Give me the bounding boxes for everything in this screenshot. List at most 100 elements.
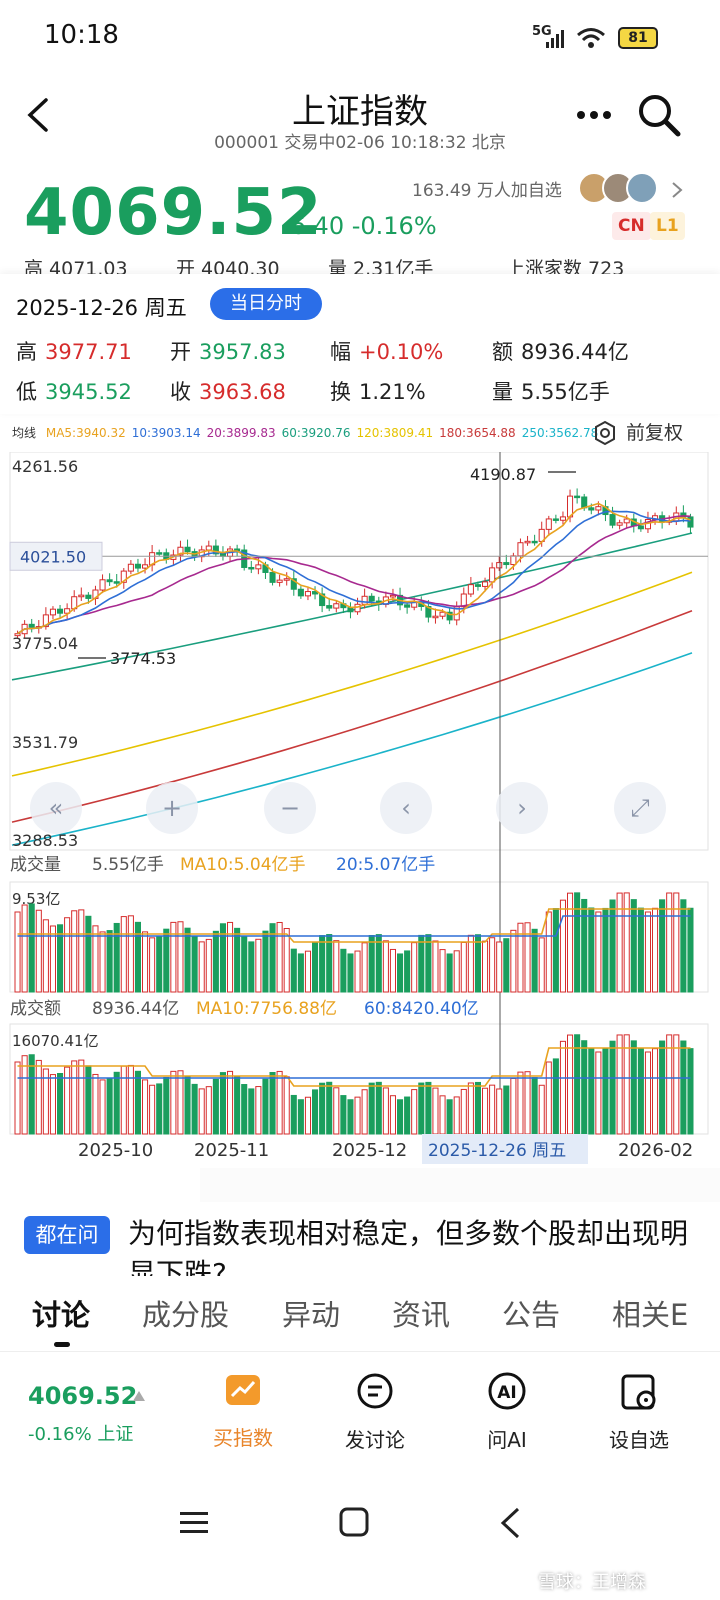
amount-bar [609, 1040, 616, 1135]
tab-news[interactable]: 资讯 [392, 1298, 451, 1332]
stat-value: +0.10% [359, 340, 444, 364]
search-icon[interactable] [636, 92, 682, 138]
chart-control-button[interactable] [264, 782, 316, 834]
chart-control-button[interactable] [146, 782, 198, 834]
amount-bar [389, 1095, 396, 1135]
chart-control-button[interactable] [496, 782, 548, 834]
amount-bar [234, 1076, 241, 1135]
candle-body [361, 595, 368, 605]
amount-bar [467, 1082, 474, 1135]
ma5-line [17, 502, 691, 635]
chart-control-icon: ‹ [401, 794, 411, 822]
add-watchlist-button[interactable]: 设自选 [584, 1372, 694, 1453]
restore-toggle[interactable]: 前复权 [592, 418, 696, 448]
more-icon[interactable] [576, 110, 612, 120]
price-axis-label: 3288.53 [12, 831, 78, 850]
chart-control-button[interactable] [614, 782, 666, 834]
volume-bar [432, 940, 439, 993]
volume-bar [326, 934, 333, 993]
volume-bar [170, 921, 177, 993]
candle-body [446, 611, 453, 621]
candle-body [57, 608, 64, 614]
moving-average-line [11, 609, 693, 823]
volume-bar [425, 934, 432, 993]
amount-bar [57, 1073, 64, 1135]
post-discussion-button[interactable]: 发讨论 [320, 1372, 430, 1453]
question-card[interactable]: 都在问 为何指数表现相对稳定，但多数个股却出现明显下跌? [0, 1168, 720, 1278]
high-marker: 4190.87 [470, 465, 536, 484]
candle-body [545, 518, 552, 530]
amount-bar [602, 1048, 609, 1135]
kline-chart[interactable]: 4021.50 4261.56 3775.04 3531.79 3288.53 4190.… [0, 452, 720, 1164]
buy-index-button[interactable]: 买指数 [188, 1372, 298, 1451]
volume-bar [482, 940, 489, 993]
follower-count[interactable]: 163.49 万人加自选 [412, 181, 562, 201]
menu-icon[interactable] [178, 1508, 210, 1538]
tab-announcements[interactable]: 公告 [502, 1298, 561, 1332]
candle-body [588, 507, 595, 511]
volume-bar [354, 950, 361, 993]
amount-bar [397, 1099, 404, 1135]
volume-bar [64, 917, 71, 993]
candle-body [269, 571, 276, 583]
home-icon[interactable] [338, 1506, 370, 1538]
volume-bar [644, 911, 652, 993]
volume-label: 成交量 [10, 855, 61, 875]
stat-item: 幅 +0.10% [330, 336, 443, 366]
selected-date-box [422, 1134, 588, 1164]
volume-bar [467, 934, 474, 993]
candle-body [304, 591, 311, 597]
amount-bar [347, 1099, 354, 1135]
candle-body [432, 615, 439, 619]
amount-bar [28, 1054, 35, 1135]
ask-ai-button[interactable]: AI 问AI [452, 1372, 562, 1453]
amount-bar [262, 1078, 269, 1135]
amount-bar [503, 1085, 510, 1135]
volume-bar [85, 915, 92, 993]
settings-icon [595, 420, 615, 446]
volume-bar [28, 903, 35, 993]
kline-frame [9, 452, 709, 851]
volume-bar [234, 927, 241, 993]
tab-constituents[interactable]: 成分股 [142, 1298, 230, 1332]
volume-bar [120, 916, 127, 993]
volume-bar [156, 935, 163, 993]
follower-avatars[interactable] [578, 172, 664, 204]
amount-bar [680, 1040, 687, 1135]
stat-value: 5.55亿手 [521, 380, 610, 404]
tab-movements[interactable]: 异动 [282, 1298, 341, 1332]
volume-ma10-line [17, 908, 691, 943]
volume-bar [609, 899, 616, 993]
volume-bar [177, 921, 184, 993]
amount-bar [361, 1089, 368, 1135]
volume-bar [269, 923, 276, 993]
stat-item: 收 3963.68 [170, 376, 286, 406]
amount-bar [255, 1086, 262, 1135]
back-icon[interactable] [24, 96, 52, 134]
tab-related[interactable]: 相关E [612, 1298, 689, 1332]
candle-body [496, 562, 503, 569]
chart-control-button[interactable] [30, 782, 82, 834]
back-nav-icon[interactable] [498, 1506, 522, 1540]
volume-bar [404, 950, 411, 993]
content-tabs: 讨论 成分股 异动 资讯 公告 相关E [0, 1276, 720, 1352]
candle-body [142, 564, 149, 569]
amount-bar [21, 1055, 28, 1135]
volume-bar [21, 904, 28, 993]
volume-bar [545, 911, 552, 993]
volume-bar [510, 929, 517, 993]
ma20-line [17, 515, 691, 635]
crosshair-value: 4021.50 [20, 547, 86, 566]
candle-body [120, 570, 127, 583]
stat-item: 开 3957.83 [170, 336, 286, 366]
volume-bar [333, 940, 340, 993]
chevron-right-icon[interactable] [670, 180, 684, 200]
volume-bar [227, 921, 234, 993]
chart-control-button[interactable] [380, 782, 432, 834]
amount-bar [666, 1034, 673, 1135]
stat-item: 低 3945.52 [16, 376, 132, 406]
stat-value: 1.21% [359, 380, 426, 404]
tab-discussion[interactable]: 讨论 [32, 1298, 91, 1332]
intraday-button[interactable]: 当日分时 [210, 288, 322, 320]
stat-label: 开 [170, 340, 191, 364]
